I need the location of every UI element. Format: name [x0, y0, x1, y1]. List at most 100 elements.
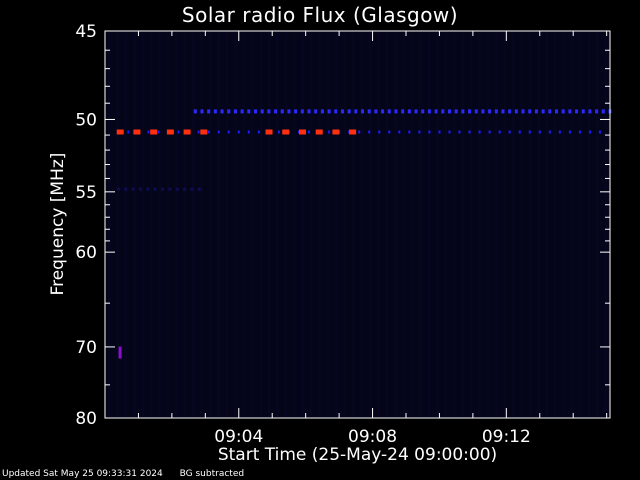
interference-mark-51mhz	[478, 130, 481, 134]
red-burst-mark	[133, 129, 141, 135]
dim-band-mark	[175, 187, 179, 191]
interference-mark-51mhz	[548, 130, 551, 134]
interference-mark-51mhz	[448, 130, 451, 134]
purple-spot-mark	[118, 346, 122, 359]
interference-mark-51mhz	[578, 130, 581, 134]
interference-mark-49mhz	[207, 109, 211, 114]
interference-mark-49mhz	[253, 109, 257, 114]
interference-mark-49mhz	[427, 109, 431, 114]
interference-mark-49mhz	[274, 109, 278, 114]
interference-mark-51mhz	[388, 130, 391, 134]
interference-mark-49mhz	[554, 109, 558, 114]
interference-mark-49mhz	[461, 109, 465, 114]
interference-mark-51mhz	[408, 130, 411, 134]
interference-mark-49mhz	[494, 109, 498, 114]
interference-mark-49mhz	[528, 109, 532, 114]
x-tick-label: 09:04	[214, 427, 263, 447]
dim-band-mark	[153, 187, 157, 191]
interference-mark-49mhz	[347, 109, 351, 114]
dim-band-mark	[190, 187, 194, 191]
interference-mark-51mhz	[398, 130, 401, 134]
y-tick-label: 45	[75, 22, 97, 42]
interference-mark-49mhz	[414, 109, 418, 114]
x-tick-label: 09:12	[482, 427, 531, 447]
interference-mark-49mhz	[361, 109, 365, 114]
interference-mark-49mhz	[474, 109, 478, 114]
interference-mark-49mhz	[280, 109, 284, 114]
x-tick-label: 09:08	[348, 427, 397, 447]
background-note: BG subtracted	[179, 469, 245, 479]
interference-mark-49mhz	[387, 109, 391, 114]
interference-mark-51mhz	[528, 130, 531, 134]
interference-mark-51mhz	[127, 130, 130, 134]
interference-mark-51mhz	[508, 130, 511, 134]
plot-frame	[104, 30, 611, 419]
red-burst-mark	[116, 129, 124, 135]
red-burst-mark	[183, 129, 191, 135]
interference-mark-51mhz	[568, 130, 571, 134]
interference-mark-49mhz	[193, 109, 197, 114]
interference-mark-51mhz	[468, 130, 471, 134]
interference-mark-49mhz	[213, 109, 217, 114]
interference-mark-49mhz	[575, 109, 579, 114]
interference-mark-49mhz	[407, 109, 411, 114]
interference-mark-49mhz	[508, 109, 512, 114]
chart-title: Solar radio Flux (Glasgow)	[181, 3, 459, 27]
interference-mark-51mhz	[378, 130, 381, 134]
interference-mark-51mhz	[197, 130, 200, 134]
interference-mark-49mhz	[454, 109, 458, 114]
interference-mark-49mhz	[220, 109, 224, 114]
dim-band-mark	[161, 187, 165, 191]
red-burst-mark	[200, 129, 208, 135]
interference-mark-49mhz	[595, 109, 599, 114]
interference-mark-49mhz	[481, 109, 485, 114]
interference-mark-49mhz	[441, 109, 445, 114]
interference-mark-49mhz	[381, 109, 385, 114]
red-burst-mark	[282, 129, 290, 135]
interference-mark-51mhz	[498, 130, 501, 134]
interference-mark-49mhz	[240, 109, 244, 114]
dim-band-mark	[138, 187, 142, 191]
interference-mark-51mhz	[328, 130, 331, 134]
interference-mark-49mhz	[468, 109, 472, 114]
interference-mark-49mhz	[294, 109, 298, 114]
interference-mark-49mhz	[568, 109, 572, 114]
red-burst-mark	[265, 129, 273, 135]
interference-mark-51mhz	[588, 130, 591, 134]
interference-mark-51mhz	[428, 130, 431, 134]
red-burst-mark	[298, 129, 306, 135]
interference-mark-51mhz	[257, 130, 260, 134]
interference-mark-49mhz	[488, 109, 492, 114]
dim-band-mark	[131, 187, 135, 191]
interference-mark-51mhz	[308, 130, 311, 134]
interference-mark-49mhz	[447, 109, 451, 114]
interference-mark-49mhz	[327, 109, 331, 114]
red-burst-mark	[332, 129, 340, 135]
interference-mark-51mhz	[217, 130, 220, 134]
interference-mark-49mhz	[434, 109, 438, 114]
interference-mark-51mhz	[538, 130, 541, 134]
interference-mark-49mhz	[227, 109, 231, 114]
y-tick-label: 55	[75, 183, 97, 203]
interference-mark-49mhz	[314, 109, 318, 114]
y-tick-label: 80	[75, 409, 97, 429]
dim-band-mark	[146, 187, 150, 191]
heatmap-layer	[105, 31, 612, 418]
interference-mark-51mhz	[598, 130, 601, 134]
interference-mark-51mhz	[488, 130, 491, 134]
dim-band-mark	[116, 187, 120, 191]
interference-mark-51mhz	[368, 130, 371, 134]
interference-mark-49mhz	[300, 109, 304, 114]
interference-mark-49mhz	[541, 109, 545, 114]
interference-mark-49mhz	[354, 109, 358, 114]
heatmap-background	[105, 31, 610, 418]
interference-mark-49mhz	[581, 109, 585, 114]
interference-mark-49mhz	[601, 109, 605, 114]
axis-ticks: 45 50 55 60 70 80 09:04 09:08 09:12	[75, 22, 610, 447]
y-tick-label: 50	[75, 110, 97, 130]
interference-mark-51mhz	[157, 130, 160, 134]
interference-mark-51mhz	[418, 130, 421, 134]
interference-mark-51mhz	[207, 130, 210, 134]
interference-mark-49mhz	[367, 109, 371, 114]
